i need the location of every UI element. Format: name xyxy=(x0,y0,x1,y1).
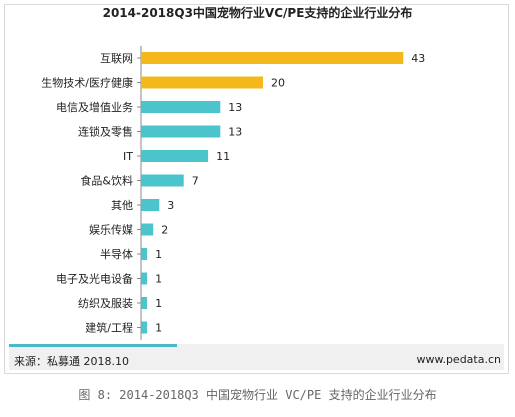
value-label: 7 xyxy=(192,175,199,188)
bar xyxy=(141,101,221,113)
category-label: 连锁及零售 xyxy=(78,125,133,139)
value-label: 13 xyxy=(228,126,242,139)
category-label: 其他 xyxy=(111,199,133,212)
value-label: 20 xyxy=(271,77,285,90)
value-label: 13 xyxy=(228,101,242,114)
category-label: 半导体 xyxy=(100,247,133,261)
bar xyxy=(141,125,221,138)
category-label: 娱乐传媒 xyxy=(89,223,133,237)
category-label: 建筑/工程 xyxy=(85,321,133,335)
category-label: 纺织及服装 xyxy=(78,296,133,310)
chart-title: 2014-2018Q3中国宠物行业VC/PE支持的企业行业分布 xyxy=(102,6,413,20)
value-label: 43 xyxy=(411,52,425,65)
category-label: IT xyxy=(123,150,133,163)
value-label: 3 xyxy=(167,199,174,212)
footer-bar xyxy=(9,344,504,370)
value-label: 1 xyxy=(155,322,162,335)
bar xyxy=(141,248,148,260)
site-label: www.pedata.cn xyxy=(416,353,501,366)
chart-frame xyxy=(4,4,509,374)
bar xyxy=(141,52,404,64)
bar xyxy=(141,76,263,89)
value-label: 2 xyxy=(161,224,168,237)
value-label: 1 xyxy=(155,248,162,261)
bar xyxy=(141,199,160,211)
footer-accent xyxy=(9,344,177,347)
value-label: 11 xyxy=(216,150,230,163)
category-label: 生物技术/医疗健康 xyxy=(41,76,133,90)
value-label: 1 xyxy=(155,297,162,310)
category-label: 电信及增值业务 xyxy=(56,100,133,114)
figure-caption: 图 8: 2014-2018Q3 中国宠物行业 VC/PE 支持的企业行业分布 xyxy=(78,388,437,402)
bar xyxy=(141,150,209,162)
category-label: 食品&饮料 xyxy=(80,174,133,188)
category-label: 电子及光电设备 xyxy=(56,272,133,286)
value-label: 1 xyxy=(155,273,162,286)
category-label: 互联网 xyxy=(100,52,133,65)
bar xyxy=(141,297,148,309)
bar xyxy=(141,223,154,236)
bar xyxy=(141,321,148,334)
bar xyxy=(141,272,148,285)
bar xyxy=(141,174,184,187)
source-label: 来源：私募通 2018.10 xyxy=(14,355,129,368)
